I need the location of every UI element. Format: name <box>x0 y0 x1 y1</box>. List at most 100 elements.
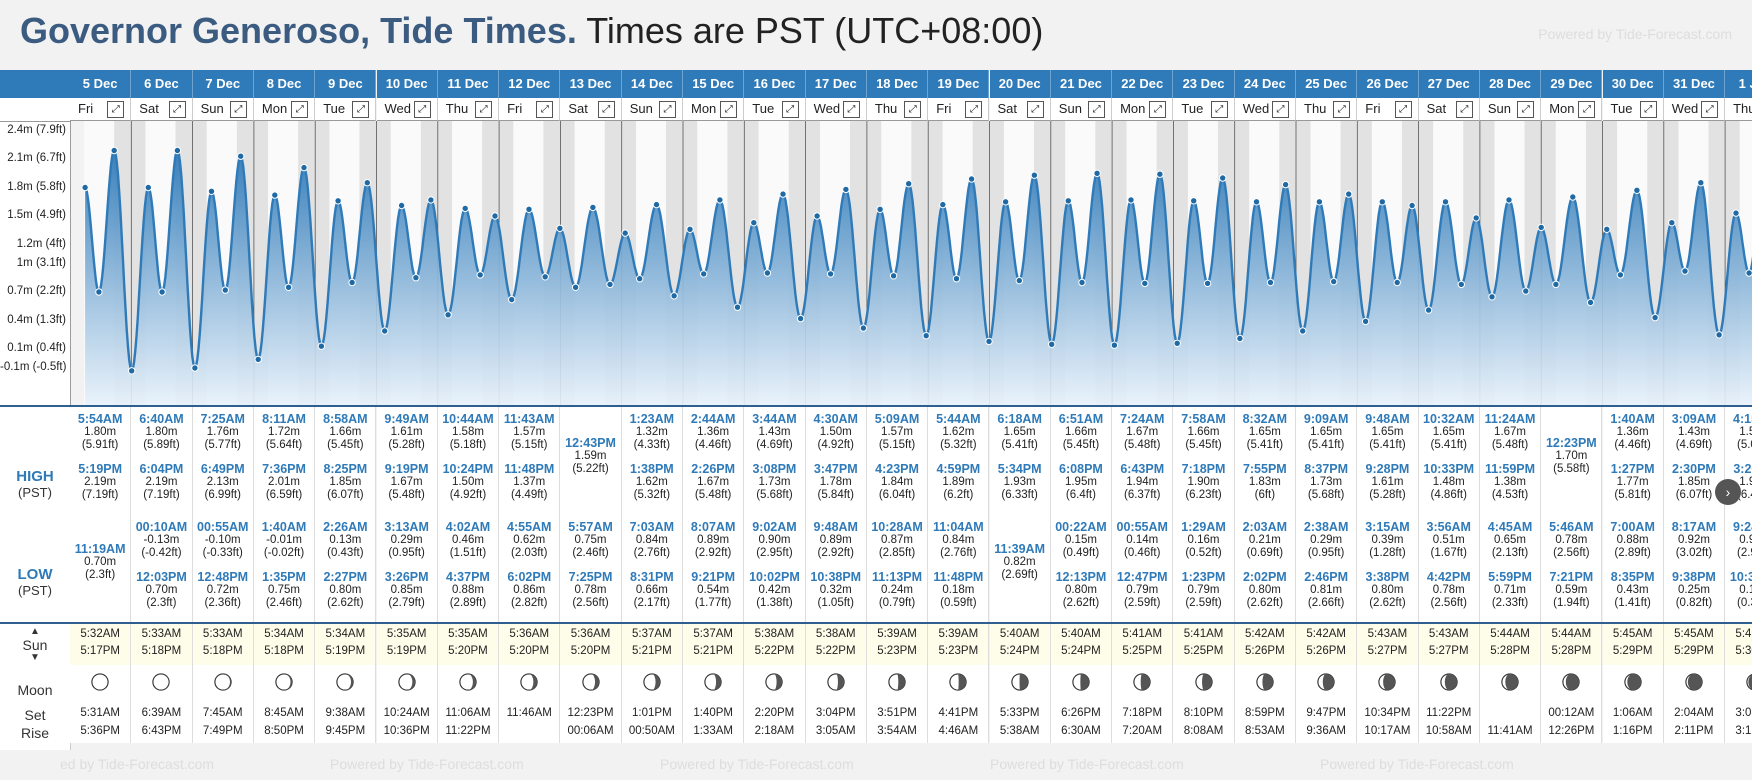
moon-rise-time: 11:22PM <box>445 725 491 737</box>
low-tide: 3:13AM 0.29m (0.95ft) <box>377 521 437 560</box>
low-tide-meters: 0.89m <box>819 534 852 546</box>
low-tide: 8:07AM 0.89m (2.92ft) <box>683 521 743 560</box>
expand-icon[interactable]: ⤢ <box>413 101 431 118</box>
expand-icon[interactable]: ⤢ <box>597 101 615 118</box>
low-tide-feet: (2.17ft) <box>633 597 671 609</box>
tide-point <box>1064 197 1072 205</box>
footer: ed by Tide-Forecast.com Powered by Tide-F… <box>0 750 1752 780</box>
high-tide-time: 6:51AM <box>1058 412 1104 426</box>
expand-icon[interactable]: ⤢ <box>904 101 922 118</box>
expand-icon[interactable]: ⤢ <box>168 101 186 118</box>
sun-cell: 5:35AM 5:20PM <box>437 623 500 665</box>
low-tide-time: 12:47PM <box>1116 570 1168 584</box>
low-tide-time: 4:42PM <box>1426 570 1471 584</box>
high-tide-feet: (6.07ft) <box>1675 489 1713 501</box>
expand-icon[interactable]: ⤢ <box>720 101 738 118</box>
tide-point <box>110 146 118 155</box>
expand-icon[interactable]: ⤢ <box>658 101 676 118</box>
low-tide: 4:02AM 0.46m (1.51ft) <box>438 521 498 560</box>
moon-phase-icon <box>949 673 968 691</box>
expand-icon[interactable]: ⤢ <box>291 101 309 118</box>
low-tide: 12:48PM 0.72m (2.36ft) <box>193 571 253 610</box>
moon-rise-time: 12:26PM <box>1548 725 1595 737</box>
expand-icon[interactable]: ⤢ <box>842 101 860 118</box>
day-column: 10 Dec Wed ⤢ 9:49AM 1.61m (5.28ft) 9:19PM 1.67m… <box>376 70 438 750</box>
weekday-header: Tue ⤢ <box>1173 98 1235 121</box>
expand-icon[interactable]: ⤢ <box>536 101 554 118</box>
date-header: 19 Dec <box>928 70 990 98</box>
low-tide-feet: (0.49ft) <box>1062 547 1100 559</box>
low-tide-feet: (1.05ft) <box>817 597 854 609</box>
high-tides-cell: 8:58AM 1.66m (5.45ft) 8:25PM 1.85m (6.07ft) <box>315 407 377 515</box>
sunset-time: 5:20PM <box>448 645 488 657</box>
moon-set-time: 12:23PM <box>567 707 614 719</box>
high-tide-meters: 1.85m <box>1677 476 1710 488</box>
high-tides-cell: 3:44AM 1.43m (4.69ft) 3:08PM 1.73m (5.68ft) <box>744 407 806 515</box>
high-tide: 7:18PM 1.90m (6.23ft) <box>1173 463 1233 502</box>
tide-point <box>1015 276 1023 285</box>
weekday-header: Fri ⤢ <box>70 98 132 121</box>
expand-icon[interactable]: ⤢ <box>107 101 125 118</box>
expand-icon[interactable]: ⤢ <box>1578 101 1596 118</box>
tide-point <box>1408 201 1416 210</box>
weekday-label: Fri <box>936 101 952 116</box>
low-tide-time: 10:28AM <box>871 520 923 534</box>
high-tide-meters: 1.67m <box>1126 426 1159 438</box>
low-tide-meters: 0.81m <box>1310 584 1343 596</box>
tide-point <box>525 205 533 214</box>
scroll-right-button[interactable]: › <box>1715 479 1741 505</box>
low-tide: 4:55AM 0.62m (2.03ft) <box>499 521 559 560</box>
high-tide-feet: (5.68ft) <box>1307 489 1345 501</box>
weekday-header: Thu ⤢ <box>866 98 929 121</box>
expand-icon[interactable]: ⤢ <box>1210 101 1228 118</box>
expand-icon[interactable]: ⤢ <box>475 101 493 118</box>
expand-icon[interactable]: ⤢ <box>352 101 370 118</box>
low-tide-time: 1:23PM <box>1181 570 1226 584</box>
high-tide-meters: 1.57m <box>513 426 546 438</box>
high-tide-time: 9:19PM <box>384 462 429 476</box>
y-tick-label: 1.2m (4ft) <box>16 237 66 250</box>
low-tide-feet: (2.89ft) <box>449 597 487 609</box>
expand-icon[interactable]: ⤢ <box>965 101 983 118</box>
high-tide: 1:23AM 1.32m (4.33ft) <box>622 413 682 452</box>
tide-point <box>1236 334 1244 343</box>
tide-point <box>284 283 293 292</box>
expand-icon[interactable]: ⤢ <box>1333 101 1351 118</box>
expand-icon[interactable]: ⤢ <box>1088 101 1106 118</box>
low-tide-meters: 0.51m <box>1432 534 1465 546</box>
tide-point <box>779 190 787 198</box>
high-tide-feet: (5.68ft) <box>756 489 793 501</box>
expand-icon[interactable]: ⤢ <box>1271 101 1289 118</box>
tide-point <box>842 185 850 194</box>
expand-icon[interactable]: ⤢ <box>1639 101 1657 118</box>
tide-point <box>1569 193 1577 201</box>
low-tide-feet: (2.33ft) <box>1491 597 1529 609</box>
expand-icon[interactable]: ⤢ <box>1026 101 1044 118</box>
low-tide: 9:48AM 0.89m (2.92ft) <box>806 521 866 560</box>
expand-icon[interactable]: ⤢ <box>1517 101 1535 118</box>
weekday-label: Sun <box>629 101 653 116</box>
high-tide-feet: (5.15ft) <box>511 439 548 451</box>
high-tide-feet: (5.77ft) <box>204 439 241 451</box>
low-tide-meters: 0.65m <box>1494 534 1527 546</box>
date-header: 31 Dec <box>1663 70 1726 98</box>
expand-icon[interactable]: ⤢ <box>781 101 799 118</box>
expand-icon[interactable]: ⤢ <box>1701 101 1719 118</box>
low-tide-time: 4:37PM <box>446 570 490 584</box>
expand-icon[interactable]: ⤢ <box>229 101 247 118</box>
high-tides-cell: 8:11AM 1.72m (5.64ft) 7:36PM 2.01m (6.59ft) <box>253 407 316 515</box>
low-tide-feet: (2.76ft) <box>940 547 977 559</box>
low-tides-cell: 8:07AM 0.89m (2.92ft) 9:21PM 0.54m (1.77ft) <box>683 515 745 623</box>
low-tide-time: 8:07AM <box>690 520 736 534</box>
day-column: 30 Dec Tue ⤢ 1:40AM 1.36m (4.46ft) 1:27PM 1.77m… <box>1602 70 1664 750</box>
expand-icon[interactable]: ⤢ <box>1394 101 1412 118</box>
low-tide: 12:47PM 0.79m (2.59ft) <box>1112 571 1172 610</box>
low-tide-feet: (1.77ft) <box>694 597 732 609</box>
weekday-header: Tue ⤢ <box>315 98 377 121</box>
low-tide-time: 11:19AM <box>74 542 126 556</box>
high-tide-meters: 1.76m <box>206 426 239 438</box>
expand-icon[interactable]: ⤢ <box>1455 101 1473 118</box>
moon-set-time: 7:18PM <box>1122 707 1163 719</box>
moon-set-time: 8:45AM <box>264 707 304 719</box>
expand-icon[interactable]: ⤢ <box>1149 101 1167 118</box>
